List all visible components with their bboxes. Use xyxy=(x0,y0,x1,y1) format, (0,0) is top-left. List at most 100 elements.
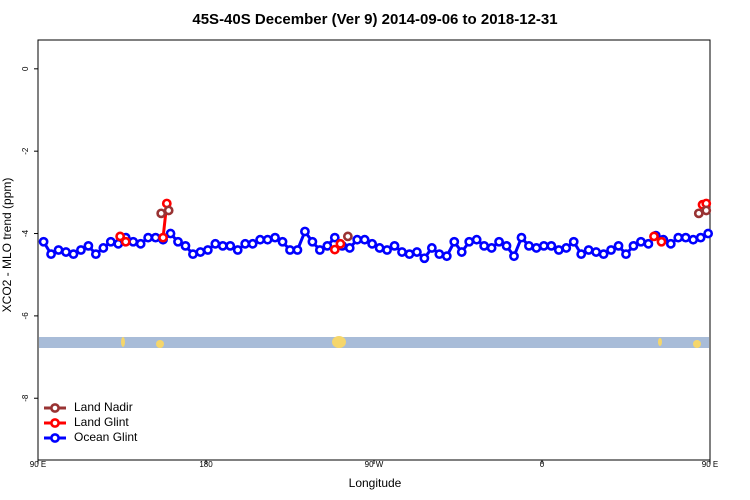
point xyxy=(46,249,56,260)
point xyxy=(329,232,340,243)
series-line xyxy=(160,209,707,215)
point xyxy=(113,238,124,249)
point xyxy=(247,238,258,249)
point xyxy=(90,249,101,260)
point xyxy=(173,236,183,247)
point xyxy=(688,234,699,245)
point xyxy=(591,247,602,257)
point xyxy=(156,208,167,219)
point xyxy=(701,205,712,216)
land-spot xyxy=(121,337,125,347)
point xyxy=(300,226,310,237)
point xyxy=(449,236,460,247)
point xyxy=(441,251,452,262)
point xyxy=(486,243,497,253)
point xyxy=(277,236,288,247)
point xyxy=(335,238,346,249)
point xyxy=(434,249,445,260)
point xyxy=(68,249,79,260)
point xyxy=(382,245,392,255)
land-spot xyxy=(658,338,662,346)
point xyxy=(516,232,527,243)
point xyxy=(546,240,557,251)
point xyxy=(83,240,94,251)
point xyxy=(479,240,490,251)
point xyxy=(217,240,228,251)
point xyxy=(538,240,549,251)
point xyxy=(621,249,631,260)
legend-marker xyxy=(50,433,60,443)
point xyxy=(389,240,400,251)
y-tick-label: 0 xyxy=(21,66,30,71)
point xyxy=(210,238,221,249)
point xyxy=(115,231,126,242)
point xyxy=(703,228,714,239)
point xyxy=(158,232,168,243)
point xyxy=(404,249,415,260)
point xyxy=(314,245,325,255)
point xyxy=(693,208,704,219)
x-tick-label: 90 E xyxy=(702,460,718,469)
point xyxy=(561,243,572,253)
point xyxy=(426,243,437,253)
point xyxy=(150,232,161,243)
point xyxy=(636,236,646,247)
point xyxy=(342,231,353,242)
point xyxy=(628,240,639,251)
point xyxy=(456,247,467,257)
point xyxy=(419,253,430,264)
point xyxy=(240,238,251,249)
point xyxy=(105,236,116,247)
point xyxy=(180,240,191,251)
point xyxy=(524,240,534,251)
point xyxy=(225,240,236,251)
legend-marker xyxy=(50,418,60,428)
point xyxy=(163,205,174,216)
point xyxy=(665,238,676,249)
y-tick-label: -2 xyxy=(21,147,30,155)
point xyxy=(568,236,579,247)
point xyxy=(412,247,422,257)
point xyxy=(613,240,624,251)
point xyxy=(583,245,594,255)
point xyxy=(471,234,482,245)
point xyxy=(322,240,333,251)
y-tick-label: -6 xyxy=(21,312,30,320)
point xyxy=(292,245,303,255)
x-tick-label: 180 xyxy=(199,460,213,469)
point xyxy=(656,236,667,247)
point xyxy=(367,238,378,249)
point xyxy=(344,243,355,253)
y-tick-label: -8 xyxy=(21,394,30,402)
point xyxy=(501,240,512,251)
y-axis-label: XCO2 - MLO trend (ppm) xyxy=(0,178,14,313)
point xyxy=(262,234,273,245)
point xyxy=(695,232,706,243)
point xyxy=(509,251,519,262)
ocean-strip xyxy=(39,337,709,348)
point xyxy=(188,249,198,260)
point xyxy=(128,236,139,247)
chart-title: 45S-40S December (Ver 9) 2014-09-06 to 2… xyxy=(192,11,557,28)
point xyxy=(120,236,131,247)
legend-label: Land Glint xyxy=(74,415,129,429)
point xyxy=(255,234,266,245)
point xyxy=(165,228,176,239)
point xyxy=(232,245,243,255)
point xyxy=(359,234,370,245)
land-spot xyxy=(156,340,164,348)
point xyxy=(464,236,475,247)
point xyxy=(643,238,654,249)
land-spot xyxy=(332,336,346,348)
legend-label: Ocean Glint xyxy=(74,430,138,444)
point xyxy=(531,243,542,253)
point xyxy=(98,243,109,253)
land-mask xyxy=(39,336,709,348)
point xyxy=(397,247,407,257)
point xyxy=(606,245,616,255)
point xyxy=(352,234,363,245)
point xyxy=(494,236,504,247)
point xyxy=(285,245,295,255)
x-tick-label: 90 W xyxy=(365,460,384,469)
